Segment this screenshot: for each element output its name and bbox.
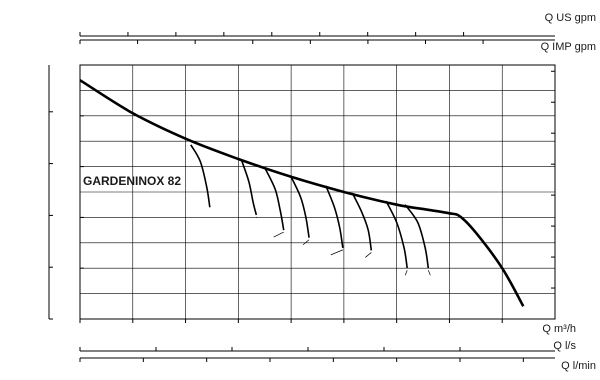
grid: [80, 65, 555, 319]
suction-curve-4: [290, 176, 310, 238]
curves: [79, 79, 525, 307]
suction-curve-leader: [404, 270, 408, 276]
plot-frame: [79, 64, 556, 320]
unit-label-ls: Q l/s: [553, 340, 576, 352]
main-pump-curve: [79, 79, 525, 307]
suction-curve-leader: [365, 252, 372, 258]
suction-curve-5: [325, 185, 344, 249]
suction-curve-leader: [330, 249, 343, 256]
suction-curve-2: [240, 159, 258, 216]
suction-curve-3: [263, 167, 285, 231]
unit-label-m3h: Q m³/h: [542, 323, 576, 335]
suction-curve-7: [385, 200, 408, 269]
unit-label-usgpm: Q US gpm: [545, 12, 596, 24]
unit-label-impgpm: Q IMP gpm: [541, 41, 596, 53]
axes: [48, 32, 555, 362]
suction-curve-leader: [428, 270, 431, 276]
suction-curve-leader: [273, 231, 284, 238]
suction-curve-1: [190, 144, 211, 208]
chart-title: GARDENINOX 82: [83, 174, 181, 188]
suction-curve-leader: [302, 239, 310, 245]
suction-curve-8: [404, 204, 430, 269]
unit-label-lmin: Q l/min: [561, 360, 596, 372]
suction-curve-6: [351, 192, 373, 251]
